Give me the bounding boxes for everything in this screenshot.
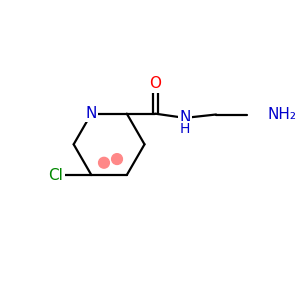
Text: H: H	[180, 122, 190, 136]
Circle shape	[99, 158, 110, 168]
Text: O: O	[149, 76, 161, 92]
Text: NH₂: NH₂	[267, 107, 296, 122]
Circle shape	[112, 154, 122, 164]
Text: N: N	[179, 110, 190, 125]
Text: Cl: Cl	[49, 167, 63, 182]
Text: N: N	[86, 106, 97, 121]
